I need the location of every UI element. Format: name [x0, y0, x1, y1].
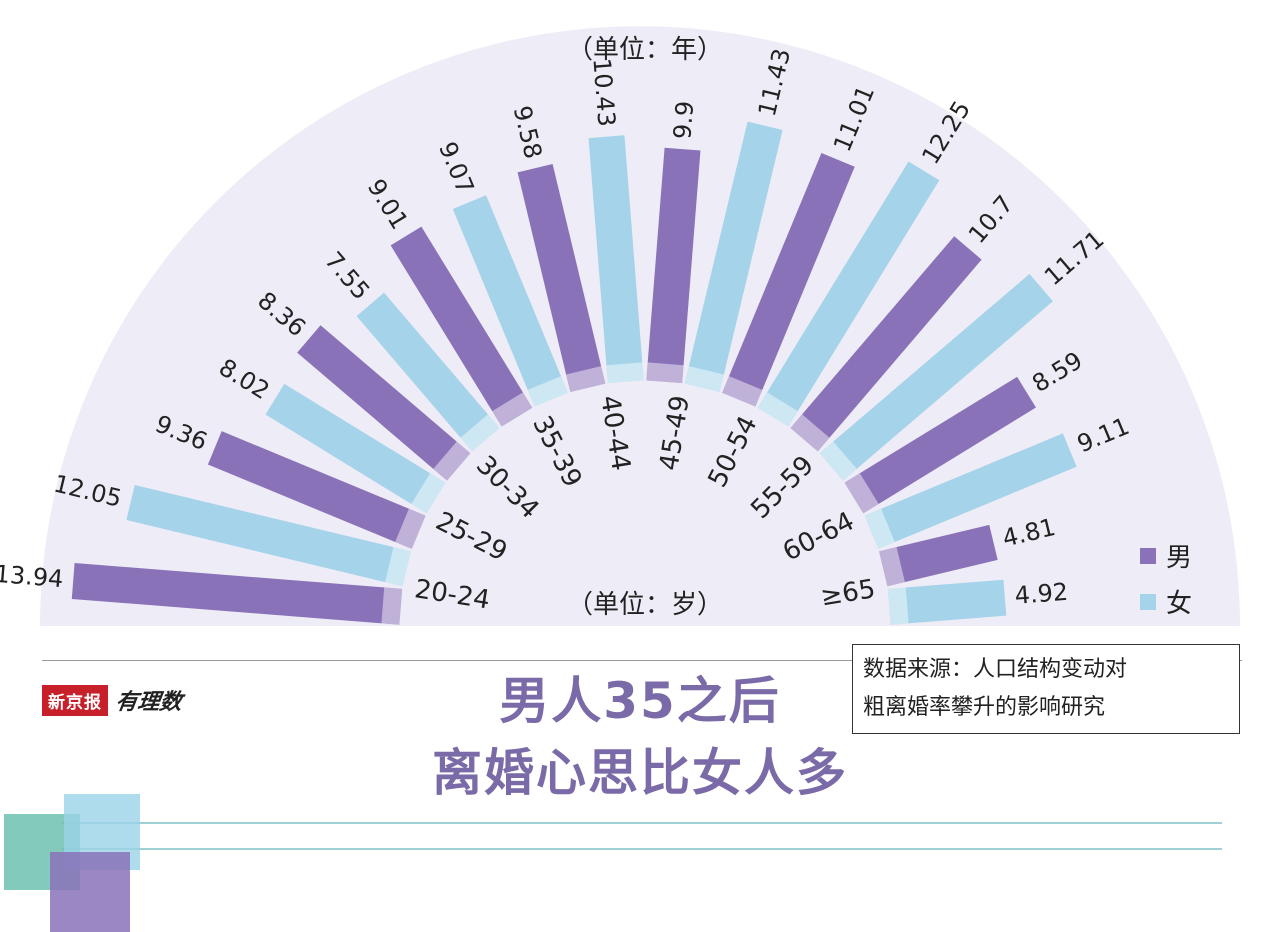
bar-base-female-55-59	[819, 441, 857, 481]
headline-line-1: 男人35之后	[499, 672, 781, 730]
bar-female-60-64	[864, 433, 1077, 549]
bar-base-male-45-49	[646, 362, 684, 384]
decor-square-purple	[50, 852, 130, 932]
data-source-box: 数据来源：人口结构变动对 粗离婚率攀升的影响研究	[852, 644, 1240, 734]
bar-base-male-35-39	[492, 392, 533, 427]
bar-base-male-50-54	[722, 376, 763, 407]
bar-base-male-60-64	[844, 473, 879, 514]
legend-male-swatch	[1140, 548, 1156, 564]
value-label-female-65: 4.92	[1014, 578, 1069, 610]
bar-female-30-34	[356, 292, 500, 452]
bar-male-55-59	[790, 236, 982, 452]
bar-male-50-54	[722, 152, 855, 407]
bar-base-female-65	[887, 587, 909, 625]
fan-background	[40, 26, 1240, 627]
divider-line	[42, 660, 1242, 661]
divorce-age-fan-chart: 13.9412.0520-249.368.0225-298.367.5530-3…	[0, 26, 1240, 627]
bar-base-female-30-34	[460, 414, 500, 452]
bar-female-35-39	[452, 195, 568, 407]
source-line-2: 粗离婚率攀升的影响研究	[863, 695, 1106, 720]
bar-base-female-35-39	[527, 376, 568, 407]
bar-base-male-65	[879, 547, 905, 587]
bar-base-female-45-49	[684, 366, 724, 392]
bar-base-male-20-24	[381, 587, 403, 625]
value-label-male-20-24: 13.94	[0, 560, 64, 593]
bar-male-25-29	[207, 431, 426, 549]
legend-male-label: 男	[1166, 543, 1192, 573]
bar-male-65	[879, 524, 998, 587]
bar-base-female-25-29	[411, 473, 446, 514]
bar-male-30-34	[297, 325, 471, 481]
bars-group	[71, 121, 1077, 625]
bar-base-male-30-34	[433, 441, 471, 481]
headline-line-2: 离婚心思比女人多	[432, 744, 848, 802]
bar-base-female-20-24	[385, 547, 411, 587]
bar-male-60-64	[844, 376, 1036, 514]
bar-male-40-44	[517, 163, 606, 392]
value-label-female-40-44: 10.43	[587, 57, 620, 128]
bar-base-male-40-44	[566, 366, 606, 392]
bar-male-45-49	[646, 147, 701, 384]
bar-base-female-60-64	[864, 508, 895, 549]
bar-male-35-39	[390, 226, 533, 427]
bar-base-male-55-59	[790, 414, 830, 452]
legend-female-swatch	[1140, 594, 1156, 610]
source-line-1: 数据来源：人口结构变动对	[863, 657, 1128, 682]
brand-newspaper-logo: 新京报	[42, 684, 108, 716]
bar-female-25-29	[265, 383, 446, 514]
bar-female-20-24	[126, 484, 411, 587]
unit-age-label: （单位：岁）	[567, 590, 723, 620]
bar-base-female-50-54	[757, 392, 798, 427]
bar-female-65	[887, 579, 1007, 625]
bar-female-45-49	[684, 121, 783, 392]
decor-line-top	[62, 822, 1222, 824]
bar-male-20-24	[71, 563, 403, 625]
bar-female-55-59	[819, 273, 1053, 481]
unit-year-label: （单位：年）	[567, 35, 723, 65]
bar-female-40-44	[588, 135, 644, 384]
decor-line-bottom	[62, 848, 1222, 850]
brand-column-name: 有理数	[113, 689, 184, 715]
bar-female-50-54	[757, 161, 940, 427]
legend-female-label: 女	[1166, 589, 1192, 619]
value-label-male-45-49: 9.9	[668, 100, 699, 140]
bar-base-female-40-44	[606, 362, 644, 384]
brand-logo: 新京报 有理数	[42, 684, 184, 716]
bar-base-male-25-29	[395, 508, 426, 549]
